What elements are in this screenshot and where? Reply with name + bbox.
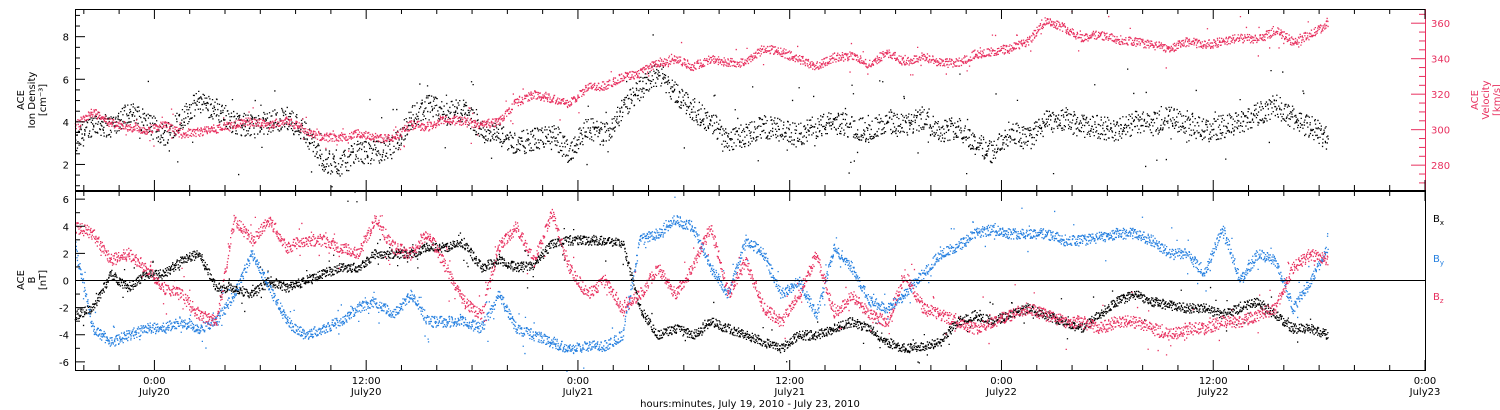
- b-tick-label: 4: [63, 222, 69, 233]
- velocity-axis-label-0: ACE: [1470, 90, 1481, 110]
- b-tick-label: 6: [63, 195, 69, 206]
- density-axis-label-0: ACE: [16, 90, 27, 110]
- axes-layer: [75, 9, 1426, 371]
- x-tick-time: 12:00: [1199, 376, 1228, 387]
- x-tick-date: July23: [1409, 387, 1441, 398]
- velocity-tick-label: 280: [1431, 161, 1450, 172]
- x-tick-time: 0:00: [567, 376, 589, 387]
- velocity-points: [74, 11, 1329, 152]
- x-tick-date: July21: [562, 387, 594, 398]
- ion-density-points: [75, 34, 1329, 203]
- x-tick-time: 12:00: [775, 376, 804, 387]
- x-tick-date: July22: [985, 387, 1017, 398]
- x-tick-time: 0:00: [990, 376, 1012, 387]
- density-axis-label-2: [cm⁻³]: [38, 84, 49, 116]
- x-tick-time: 0:00: [1414, 376, 1436, 387]
- velocity-axis-label-2: [km/s]: [1492, 84, 1500, 116]
- b-tick-label: -2: [59, 304, 69, 315]
- b-tick-label: -6: [59, 358, 69, 369]
- density-axis-label-1: Ion Density: [27, 72, 38, 129]
- x-tick-date: July22: [1197, 387, 1229, 398]
- velocity-axis-label-1: Velocity: [1481, 80, 1492, 119]
- x-tick-date: July20: [350, 387, 382, 398]
- panel-frame-1: [75, 9, 1426, 191]
- b-tick-label: 2: [63, 249, 69, 260]
- x-axis-title: hours:minutes, July 19, 2010 - July 23, …: [640, 399, 860, 410]
- x-tick-time: 0:00: [143, 376, 165, 387]
- b-tick-label: 0: [63, 277, 69, 288]
- x-tick-date: July20: [138, 387, 170, 398]
- velocity-tick-label: 300: [1431, 126, 1450, 137]
- velocity-tick-label: 320: [1431, 90, 1450, 101]
- legend-bx: Bx: [1433, 214, 1444, 227]
- b-axis-label-1: B: [27, 276, 38, 283]
- velocity-tick-label: 360: [1431, 19, 1450, 30]
- b-tick-label: -4: [59, 331, 69, 342]
- b-axis-label-2: [nT]: [38, 270, 49, 290]
- x-tick-date: July21: [773, 387, 805, 398]
- text-layer: 2468280300320340360-6-4-202460:00July201…: [16, 19, 1500, 410]
- x-tick-time: 12:00: [352, 376, 381, 387]
- density-tick-label: 4: [63, 118, 69, 129]
- velocity-tick-label: 340: [1431, 55, 1450, 66]
- legend-bz: Bz: [1433, 292, 1444, 305]
- density-tick-label: 2: [63, 160, 69, 171]
- b-axis-label-0: ACE: [16, 270, 27, 290]
- density-tick-label: 6: [63, 75, 69, 86]
- density-tick-label: 8: [63, 33, 69, 44]
- legend-by: By: [1433, 254, 1444, 267]
